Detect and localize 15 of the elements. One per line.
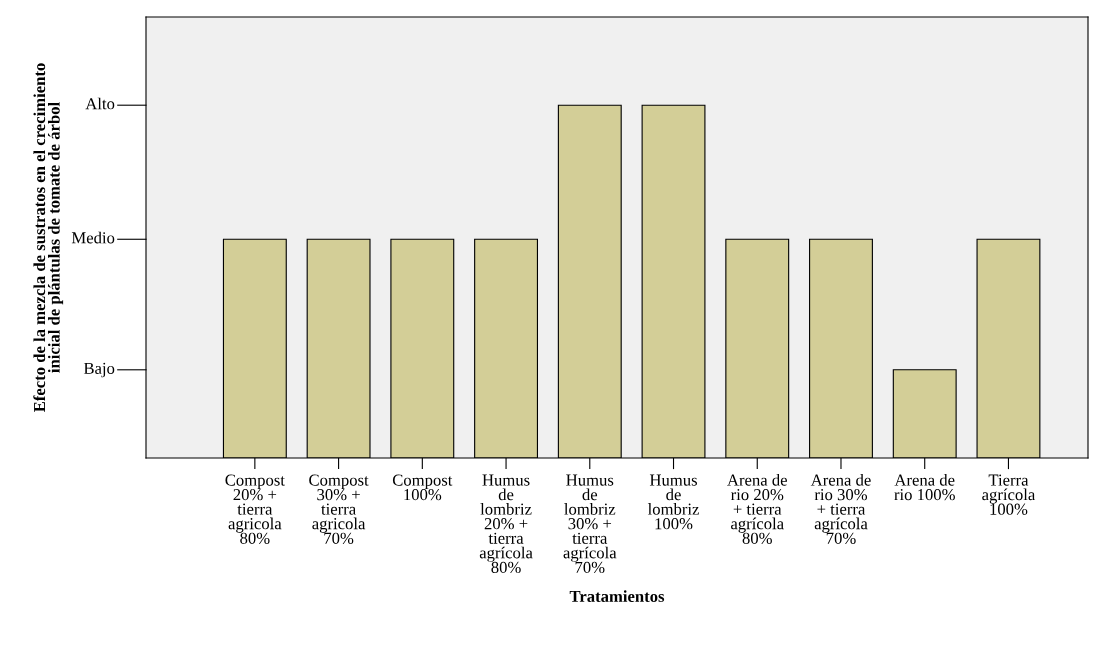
x-tick-label: Compost 100% — [392, 474, 453, 501]
y-axis-title: Efecto de la mezcla de sustratos en el crecimiento inicial de plántulas de tomate de árbol — [33, 63, 64, 413]
text: Medio — [71, 231, 115, 244]
x-tick-label: Humus de lombriz 30% + tierra agrícola 70% — [563, 474, 617, 574]
x-tick-label: Arena de rio 30% + tierra agrícola 70% — [810, 473, 871, 544]
x-tick-label: Arena de rio 100% — [894, 473, 955, 501]
text: Alto — [85, 97, 115, 110]
x-tick-label: Compost 20% + tierra agricola 80% — [225, 474, 285, 544]
x-tick-label: Humus de lombriz 20% + tierra agrícola 80% — [479, 474, 533, 574]
x-tick-label: Compost 30% + tierra agricola 70% — [309, 474, 369, 544]
x-tick-label: Arena de rio 20% + tierra agrícola 80% — [727, 473, 787, 544]
x-tick-label: Tierra agrícola 100% — [982, 474, 1036, 515]
text: Bajo — [83, 362, 115, 378]
x-tick-label: Humus de lombriz 100% — [647, 474, 699, 530]
x-axis-title: Tratamientos — [569, 590, 665, 602]
